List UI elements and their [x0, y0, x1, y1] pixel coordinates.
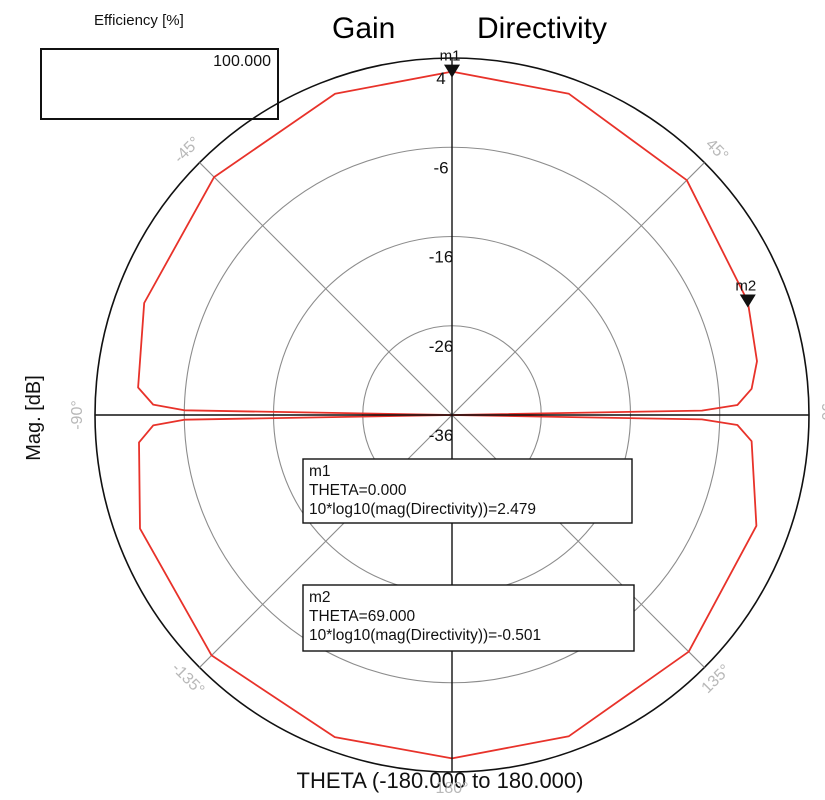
legend-gain: Gain — [332, 12, 395, 45]
efficiency-value: 100.000 — [213, 53, 271, 70]
radial-tick-label: -36 — [429, 426, 454, 445]
angle-label: 180° — [435, 780, 468, 797]
marker-triangle — [444, 64, 460, 78]
marker-callout-line: THETA=0.000 — [309, 482, 407, 499]
marker-label: m1 — [440, 48, 461, 65]
polar-axes — [95, 58, 809, 772]
radial-tick-label: -16 — [429, 248, 454, 267]
marker-callout-line: m2 — [309, 589, 331, 606]
marker-callout-line: 10*log10(mag(Directivity))=-0.501 — [309, 627, 541, 644]
legend-directivity: Directivity — [477, 12, 607, 45]
angle-label: -90° — [69, 400, 86, 430]
series-layer — [137, 70, 758, 760]
radial-tick-label: -26 — [429, 337, 454, 356]
radial-tick-labels: 4 -6 -16 -26 -36 — [429, 69, 454, 445]
angle-label: 90° — [818, 403, 825, 427]
radial-tick-label: -6 — [433, 158, 448, 177]
radial-tick-label: 4 — [436, 69, 445, 88]
marker-callout-box — [302, 458, 633, 524]
marker-callout-line: THETA=69.000 — [309, 608, 415, 625]
angle-label: 45° — [702, 136, 731, 165]
marker-label: m2 — [735, 277, 756, 294]
marker-triangle — [739, 294, 756, 308]
markers: m1 m1 THETA=0.000 10*log10(mag(Directivity)… — [302, 48, 756, 652]
marker-callout-box — [302, 584, 635, 652]
series-trace — [137, 70, 758, 760]
y-axis-label: Mag. [dB] — [23, 375, 45, 461]
marker-callout-line: 10*log10(mag(Directivity))=2.479 — [309, 501, 536, 518]
angle-label: -45° — [171, 134, 204, 167]
efficiency-title: Efficiency [%] — [94, 12, 184, 29]
marker-callout-line: m1 — [309, 463, 331, 480]
efficiency-box — [40, 48, 279, 120]
